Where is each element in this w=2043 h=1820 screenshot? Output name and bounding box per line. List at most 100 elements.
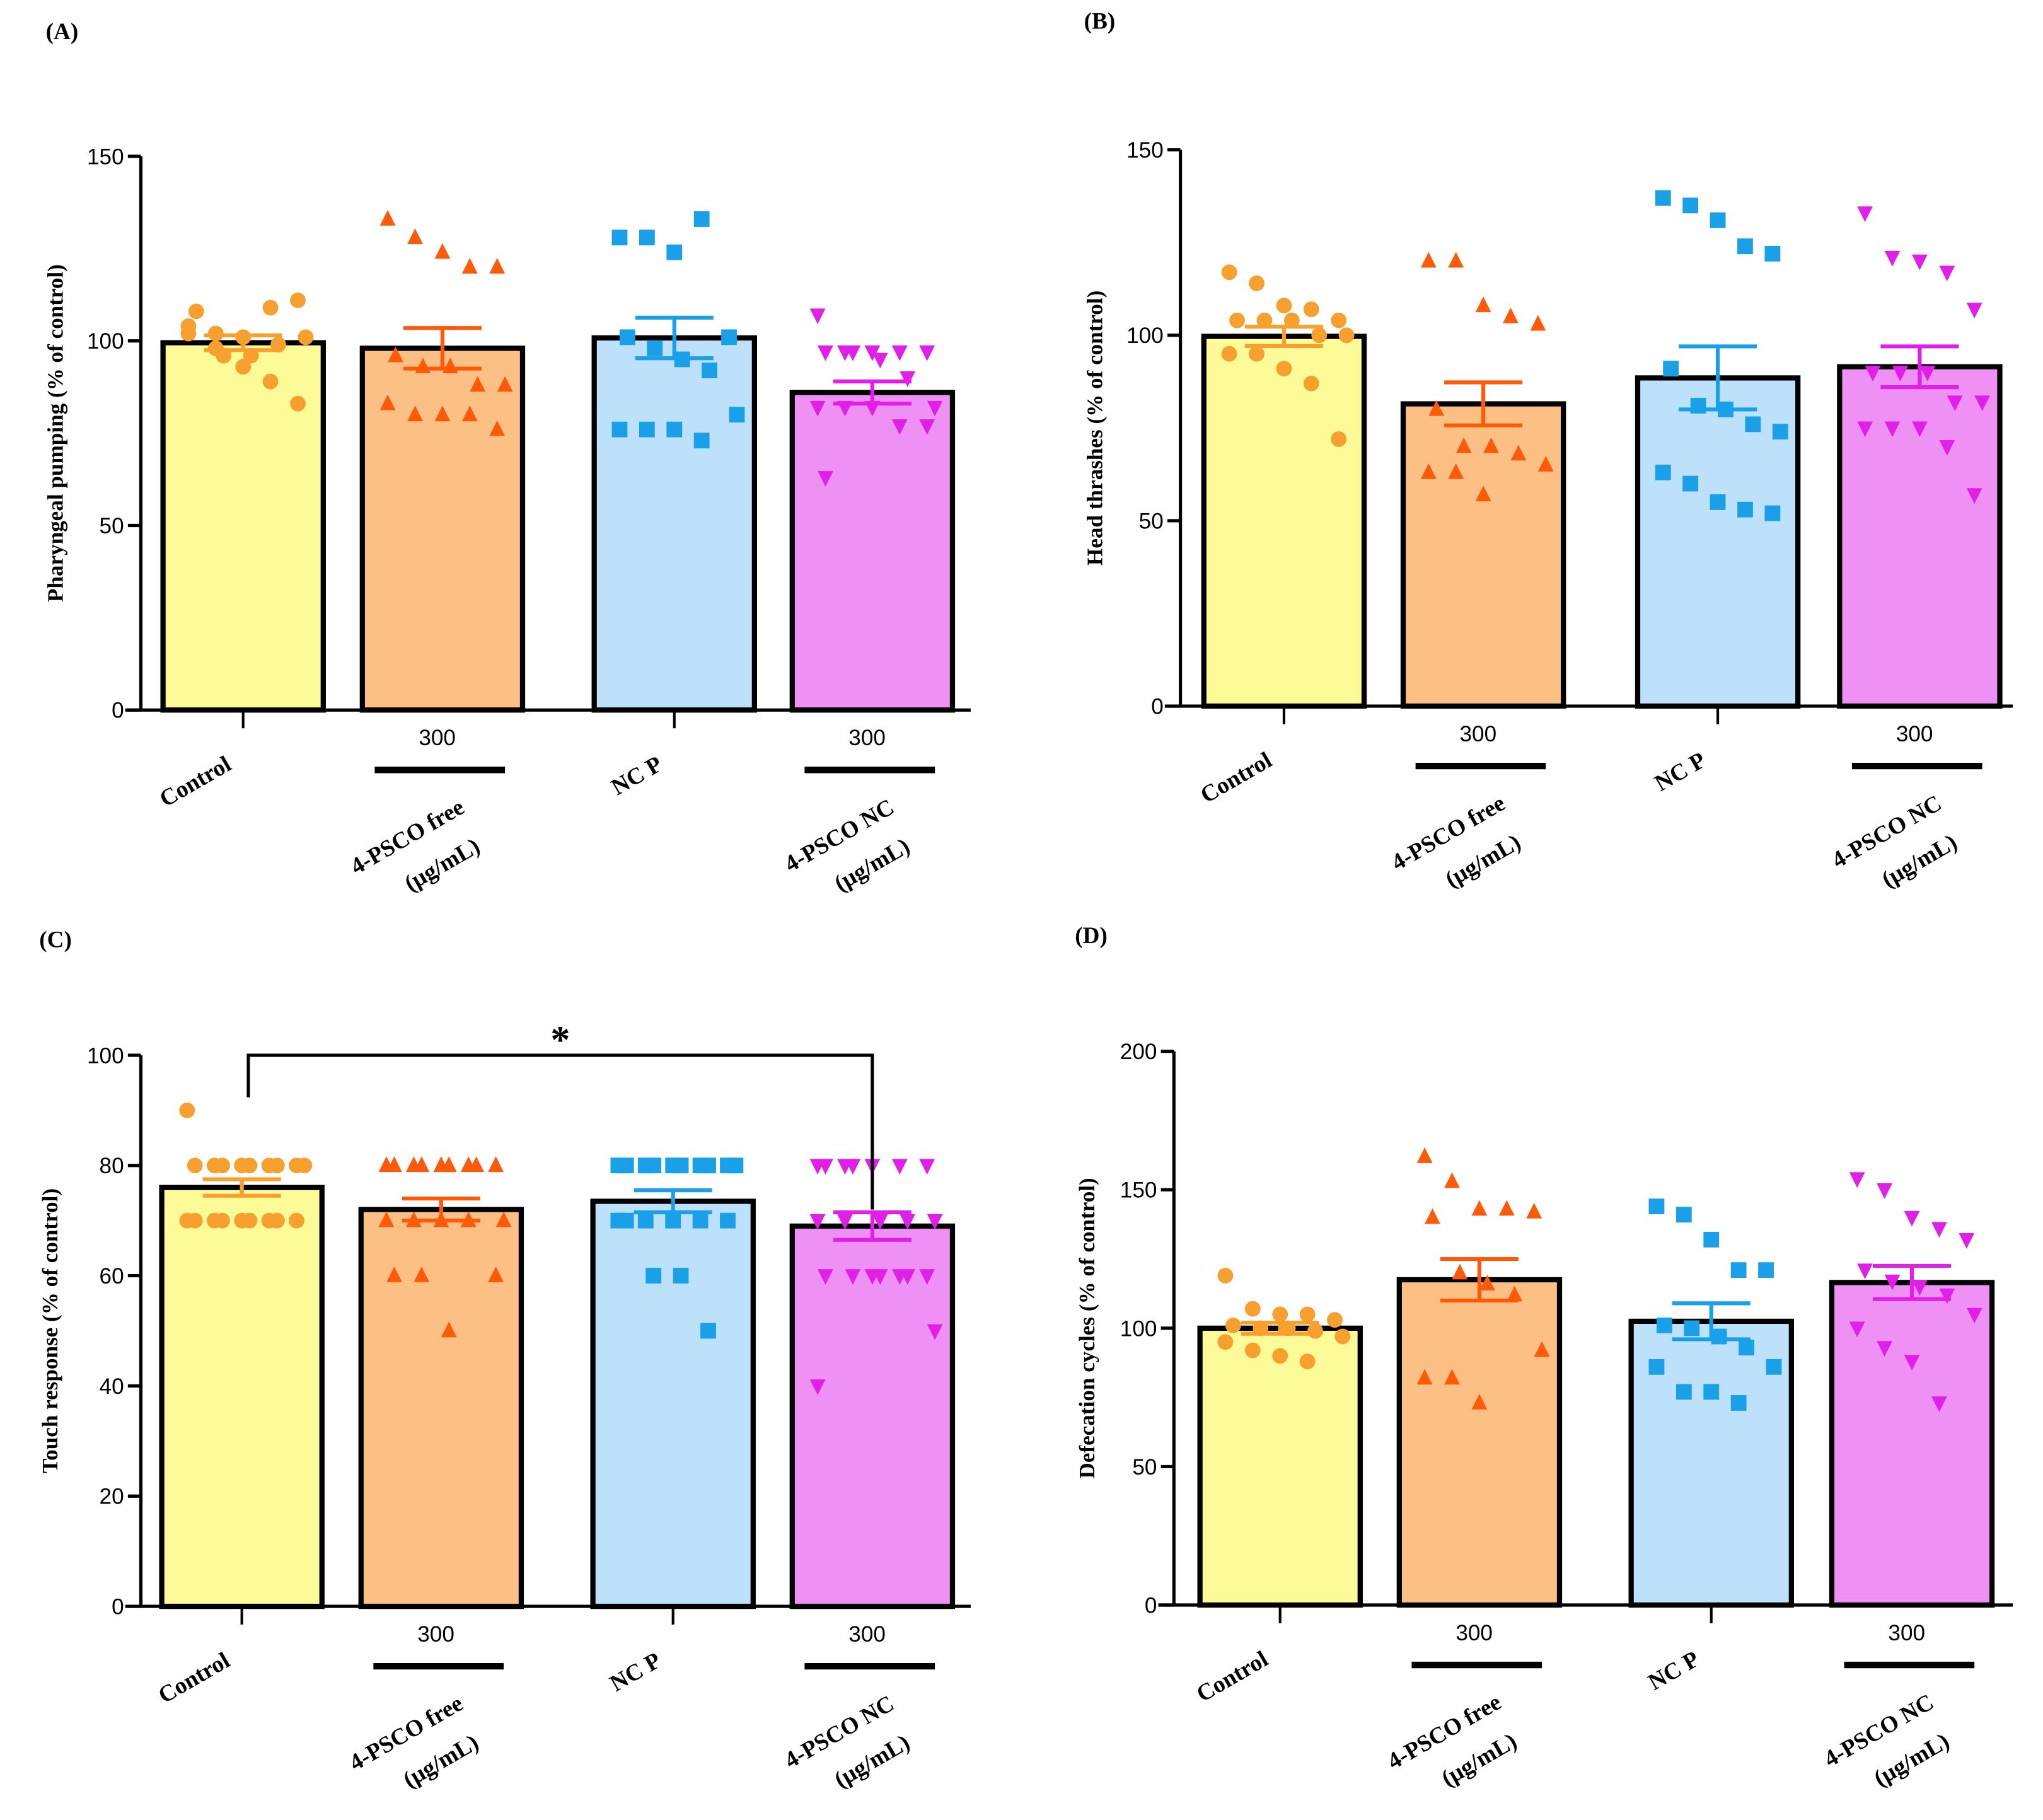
data-point <box>837 1214 853 1230</box>
data-point <box>1217 1268 1234 1284</box>
data-point <box>1648 1359 1665 1375</box>
data-point <box>666 421 683 438</box>
data-point <box>1276 298 1292 314</box>
data-point <box>214 1212 231 1229</box>
dose-label: 300 <box>417 1622 454 1647</box>
y-tick-label: 40 <box>100 1374 124 1399</box>
x-category-label: Control <box>1192 1646 1272 1707</box>
data-point <box>1221 345 1237 362</box>
data-point <box>639 421 655 438</box>
data-point <box>241 1212 258 1229</box>
data-point <box>1448 463 1464 479</box>
data-point <box>729 407 745 423</box>
data-point <box>693 211 710 227</box>
data-point <box>1507 1285 1523 1302</box>
data-point <box>1682 475 1699 492</box>
data-point <box>639 229 655 246</box>
data-point <box>386 1156 402 1173</box>
data-point <box>673 1157 689 1174</box>
data-point <box>611 229 628 246</box>
data-point <box>1276 361 1292 377</box>
data-point <box>1448 252 1464 268</box>
data-point <box>1877 1183 1893 1199</box>
data-point <box>666 244 683 260</box>
data-point <box>1877 1341 1893 1357</box>
x-category-label: Control <box>1196 747 1276 808</box>
data-point <box>1737 238 1753 255</box>
data-point <box>1334 1328 1351 1345</box>
data-point <box>468 1156 485 1173</box>
data-point <box>818 345 833 361</box>
data-point <box>872 352 888 369</box>
data-point <box>1479 1275 1495 1290</box>
data-point <box>187 1212 203 1229</box>
data-point <box>645 1268 662 1284</box>
data-point <box>1912 254 1928 270</box>
data-point <box>618 1212 634 1229</box>
data-point <box>1849 1172 1865 1188</box>
x-category-label: NC P <box>1644 1646 1704 1695</box>
data-point <box>1483 437 1499 453</box>
data-point <box>1283 312 1300 328</box>
data-point <box>927 400 943 417</box>
bar-4-psco-free <box>1396 1277 1563 1608</box>
data-point <box>497 376 513 392</box>
data-point <box>1675 1207 1692 1223</box>
data-point <box>378 1211 395 1227</box>
data-point <box>1710 494 1726 510</box>
data-point <box>845 345 861 361</box>
data-point <box>441 1321 457 1338</box>
data-point <box>1710 212 1726 228</box>
x-category-label: NC P <box>607 751 667 801</box>
significance-bracket <box>246 1053 874 1210</box>
data-point <box>647 340 663 356</box>
y-tick-label: 80 <box>100 1154 124 1178</box>
panel-c: (C) Touch response (% of control) Control 3… <box>38 927 971 1793</box>
data-point <box>414 1156 430 1173</box>
data-point <box>235 359 252 375</box>
data-point <box>1456 437 1472 453</box>
data-point <box>872 1269 888 1285</box>
data-point <box>489 420 506 436</box>
y-tick-label: 0 <box>112 1594 124 1619</box>
data-point <box>809 400 826 417</box>
data-point <box>1249 275 1265 291</box>
dose-label: 300 <box>1888 1621 1925 1645</box>
data-point <box>1537 456 1554 472</box>
data-point <box>1331 312 1347 328</box>
data-point <box>1225 1318 1241 1333</box>
data-point <box>1331 431 1347 447</box>
data-point <box>1475 485 1491 502</box>
y-tick-label: 50 <box>1139 509 1164 533</box>
y-axis-label: Defecation cycles (% of control) <box>1075 1178 1099 1478</box>
dose-label: 300 <box>419 726 456 750</box>
data-point <box>702 362 717 378</box>
data-point <box>1471 1200 1488 1216</box>
data-point <box>290 395 306 412</box>
data-point <box>891 1159 908 1175</box>
data-point <box>434 405 451 422</box>
data-point <box>179 1102 195 1118</box>
data-point <box>1428 400 1445 416</box>
panel-label: (A) <box>46 19 79 45</box>
data-point <box>1471 1393 1488 1410</box>
data-point <box>1249 345 1265 362</box>
data-point <box>1416 1147 1433 1163</box>
data-point <box>1530 315 1546 331</box>
data-point <box>1452 1263 1468 1280</box>
data-point <box>818 1159 833 1175</box>
data-point <box>1966 488 1982 504</box>
data-point <box>488 1266 504 1282</box>
data-point <box>1338 327 1355 344</box>
y-axis-label: Head thrashes (% of control) <box>1083 291 1108 565</box>
data-point <box>1256 312 1273 328</box>
bar-control <box>1197 1325 1363 1608</box>
panel-a: (A) Pharyngeal pumping (% of control) Cont… <box>43 19 971 897</box>
data-point <box>1730 1262 1747 1278</box>
data-point <box>1244 1301 1261 1317</box>
data-point <box>1764 505 1781 521</box>
data-point <box>1663 361 1679 377</box>
y-tick-label: 100 <box>1120 1316 1157 1341</box>
data-point <box>919 419 935 435</box>
